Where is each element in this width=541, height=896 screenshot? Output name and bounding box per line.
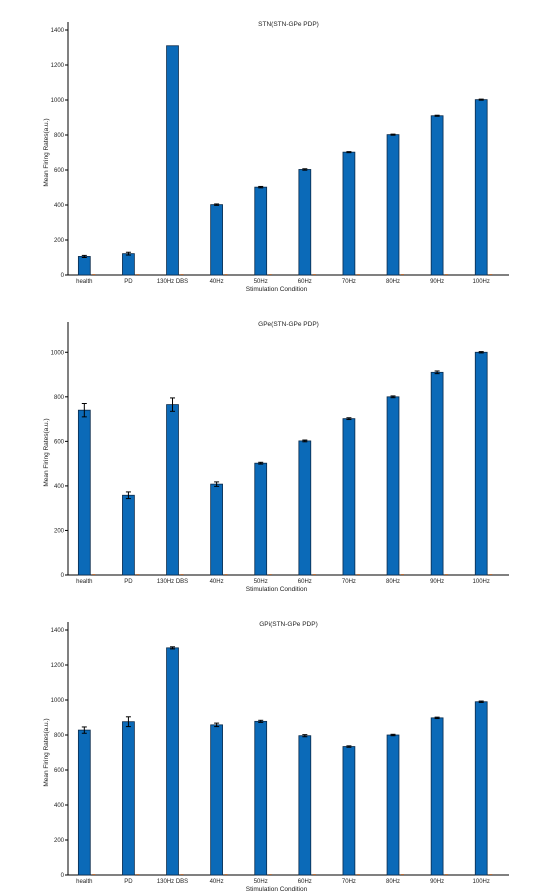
bar bbox=[474, 351, 488, 576]
y-axis-label: Mean Firing Rates(a.u.) bbox=[43, 718, 50, 786]
y-tick-label: 1000 bbox=[51, 98, 65, 104]
bar bbox=[122, 721, 135, 876]
y-tick-label: 600 bbox=[54, 768, 65, 774]
x-tick-label: 90Hz bbox=[430, 279, 444, 285]
x-tick-label: 100Hz bbox=[473, 579, 490, 585]
bar bbox=[474, 701, 488, 876]
y-tick-label: 400 bbox=[54, 484, 65, 490]
y-tick-label: 1000 bbox=[51, 698, 65, 704]
y-tick-label: 600 bbox=[54, 439, 65, 445]
x-tick-label: health bbox=[76, 279, 92, 285]
y-tick-label: 1400 bbox=[51, 28, 65, 34]
x-tick-label: 50Hz bbox=[254, 579, 268, 585]
bar bbox=[342, 746, 356, 876]
bar bbox=[386, 734, 400, 876]
y-tick-label: 1000 bbox=[51, 350, 65, 356]
bar bbox=[122, 494, 135, 576]
y-tick-label: 800 bbox=[54, 733, 65, 739]
x-tick-label: PD bbox=[124, 879, 133, 885]
bar bbox=[77, 729, 91, 876]
x-tick-label: 100Hz bbox=[473, 879, 490, 885]
y-tick-label: 600 bbox=[54, 168, 65, 174]
x-tick-label: 60Hz bbox=[298, 279, 312, 285]
y-tick-label: 800 bbox=[54, 395, 65, 401]
x-tick-label: 60Hz bbox=[298, 579, 312, 585]
bar bbox=[210, 483, 223, 576]
x-tick-label: 90Hz bbox=[430, 879, 444, 885]
x-tick-label: 130Hz DBS bbox=[157, 279, 188, 285]
x-tick-label: health bbox=[76, 579, 92, 585]
x-tick-label: 40Hz bbox=[210, 579, 224, 585]
x-tick-label: health bbox=[76, 879, 92, 885]
x-tick-label: 40Hz bbox=[210, 879, 224, 885]
y-tick-label: 0 bbox=[61, 273, 65, 279]
x-tick-label: 80Hz bbox=[386, 279, 400, 285]
bar bbox=[474, 99, 488, 276]
bar bbox=[342, 151, 356, 276]
x-tick-label: 70Hz bbox=[342, 279, 356, 285]
bar bbox=[342, 418, 356, 576]
x-tick-label: 90Hz bbox=[430, 579, 444, 585]
bar bbox=[210, 724, 223, 876]
bar bbox=[430, 115, 444, 276]
y-tick-label: 200 bbox=[54, 528, 65, 534]
x-tick-label: 40Hz bbox=[210, 279, 224, 285]
bar bbox=[254, 720, 268, 876]
chart-title: STN(STN-GPe PDP) bbox=[258, 21, 319, 28]
bar bbox=[77, 409, 91, 576]
y-tick-label: 1200 bbox=[51, 63, 65, 69]
bar bbox=[166, 45, 179, 276]
x-tick-label: 70Hz bbox=[342, 579, 356, 585]
y-tick-label: 1200 bbox=[51, 663, 65, 669]
x-tick-label: 130Hz DBS bbox=[157, 579, 188, 585]
y-axis-label: Mean Firing Rates(a.u.) bbox=[43, 418, 50, 486]
y-tick-label: 0 bbox=[61, 573, 65, 579]
x-tick-label: 60Hz bbox=[298, 879, 312, 885]
x-axis-label: Stimulation Condition bbox=[246, 286, 308, 293]
chart-title: GPi(STN-GPe PDP) bbox=[259, 621, 318, 628]
bar bbox=[298, 169, 312, 276]
y-tick-label: 400 bbox=[54, 803, 65, 809]
x-tick-label: 100Hz bbox=[473, 279, 490, 285]
x-tick-label: 80Hz bbox=[386, 579, 400, 585]
bar bbox=[298, 735, 312, 876]
bar bbox=[166, 404, 179, 576]
x-tick-label: 80Hz bbox=[386, 879, 400, 885]
y-tick-label: 1400 bbox=[51, 628, 65, 634]
bar bbox=[430, 371, 444, 576]
bar bbox=[254, 462, 268, 576]
x-tick-label: PD bbox=[124, 279, 133, 285]
x-axis-label: Stimulation Condition bbox=[246, 586, 308, 593]
x-axis-label: Stimulation Condition bbox=[246, 886, 308, 893]
bar bbox=[166, 647, 179, 876]
bar bbox=[298, 440, 312, 576]
bar bbox=[77, 256, 91, 276]
bar bbox=[122, 253, 135, 276]
bar bbox=[210, 204, 223, 276]
y-tick-label: 800 bbox=[54, 133, 65, 139]
bar bbox=[430, 717, 444, 876]
x-tick-label: 70Hz bbox=[342, 879, 356, 885]
y-axis-label: Mean Firing Rates(a.u.) bbox=[43, 118, 50, 186]
bar bbox=[386, 134, 400, 276]
x-tick-label: 50Hz bbox=[254, 879, 268, 885]
x-tick-label: 130Hz DBS bbox=[157, 879, 188, 885]
y-tick-label: 200 bbox=[54, 838, 65, 844]
bar bbox=[386, 396, 400, 576]
x-tick-label: 50Hz bbox=[254, 279, 268, 285]
y-tick-label: 400 bbox=[54, 203, 65, 209]
x-tick-label: PD bbox=[124, 579, 133, 585]
chart-title: GPe(STN-GPe PDP) bbox=[258, 321, 319, 328]
y-tick-label: 0 bbox=[61, 873, 65, 879]
bar bbox=[254, 186, 268, 276]
y-tick-label: 200 bbox=[54, 238, 65, 244]
